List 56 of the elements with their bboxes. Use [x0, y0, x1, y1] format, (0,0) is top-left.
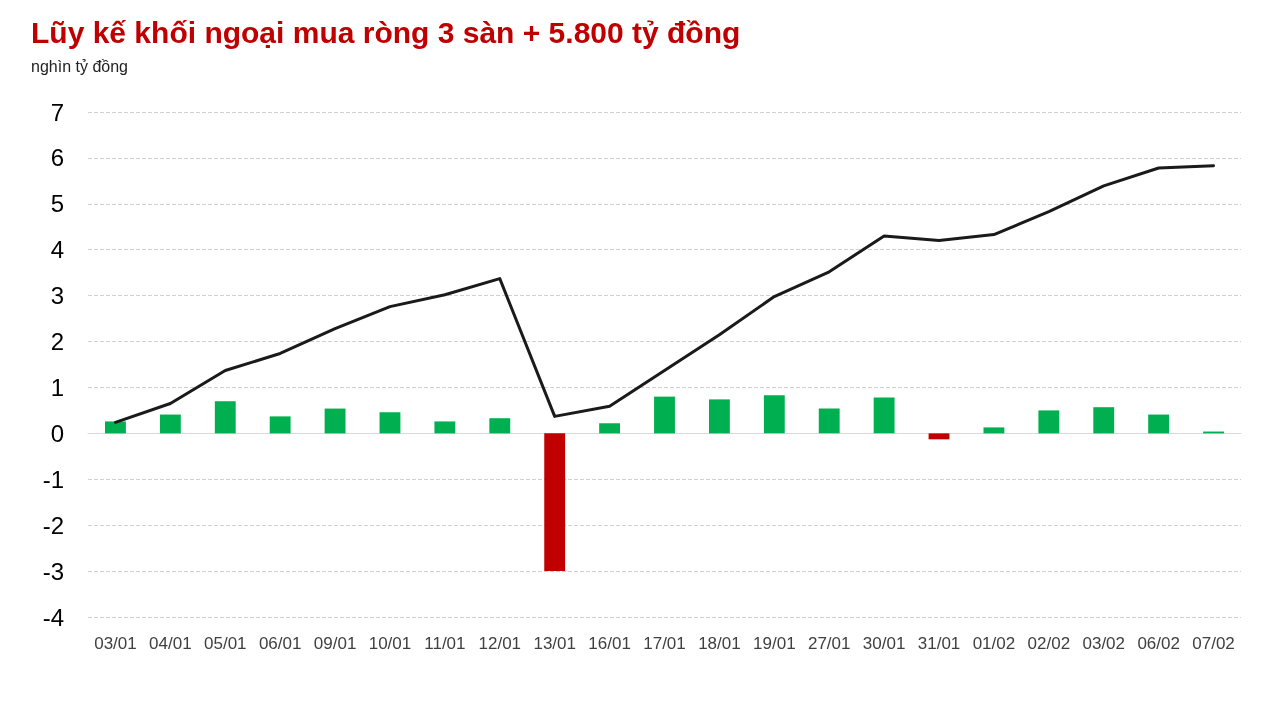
x-tick-label: 02/02 [1027, 634, 1071, 653]
bar [214, 401, 236, 434]
x-tick-label: 01/02 [972, 634, 1016, 653]
bar [489, 418, 511, 434]
x-tick-label: 17/01 [643, 634, 686, 653]
y-tick-label: 6 [50, 144, 64, 172]
bar [1093, 407, 1115, 434]
y-tick-label: 5 [50, 190, 64, 218]
y-tick-label: 7 [50, 98, 64, 126]
y-tick-label: -4 [42, 603, 64, 631]
x-tick-label: 19/01 [753, 634, 796, 653]
bar [818, 408, 840, 434]
bar [654, 396, 675, 434]
x-tick-label: 06/01 [258, 634, 302, 653]
chart-subtitle: nghìn tỷ đồng [31, 57, 128, 75]
x-tick-label: 30/01 [862, 634, 906, 653]
bar [324, 408, 346, 434]
y-tick-label: 3 [50, 282, 64, 310]
bar [105, 421, 126, 434]
bar [983, 427, 1005, 434]
bar [599, 423, 621, 434]
y-tick-label: 0 [50, 419, 64, 447]
x-tick-label: 13/01 [533, 634, 576, 653]
x-tick-label: 05/01 [203, 634, 247, 653]
x-tick-label: 11/01 [424, 634, 466, 653]
line-series [113, 164, 1216, 424]
bar [1148, 414, 1170, 434]
bar [434, 421, 456, 434]
x-tick-label: 27/01 [807, 634, 851, 653]
x-tick-label: 04/01 [149, 634, 192, 653]
bar [928, 433, 950, 440]
bar [269, 416, 291, 434]
x-tick-label: 12/01 [478, 634, 522, 653]
y-tick-label: -2 [42, 511, 64, 539]
x-tick-label: 03/01 [94, 634, 137, 653]
x-tick-label: 09/01 [313, 634, 357, 653]
x-tick-label: 07/02 [1192, 634, 1235, 653]
y-tick-label: -3 [42, 557, 64, 585]
bar [544, 433, 566, 572]
bar [1038, 410, 1060, 434]
x-tick-label: 03/02 [1082, 634, 1126, 653]
bar [873, 397, 895, 434]
y-tick-label: 2 [50, 328, 64, 356]
bar [763, 395, 785, 434]
bar [159, 414, 181, 434]
x-tick-label: 10/01 [368, 634, 412, 653]
x-tick-label: 06/02 [1137, 634, 1180, 653]
y-tick-label: -1 [42, 465, 64, 493]
x-tick-label: 31/01 [917, 634, 961, 653]
chart-title: Lũy kế khối ngoại mua ròng 3 sàn + 5.800 tỷ đồng [31, 15, 741, 49]
x-tick-label: 18/01 [698, 634, 741, 653]
x-tick-label: 16/01 [588, 634, 631, 653]
bar [379, 412, 401, 434]
bar [708, 399, 730, 434]
y-tick-label: 1 [50, 373, 64, 401]
y-tick-label: 4 [50, 236, 64, 264]
